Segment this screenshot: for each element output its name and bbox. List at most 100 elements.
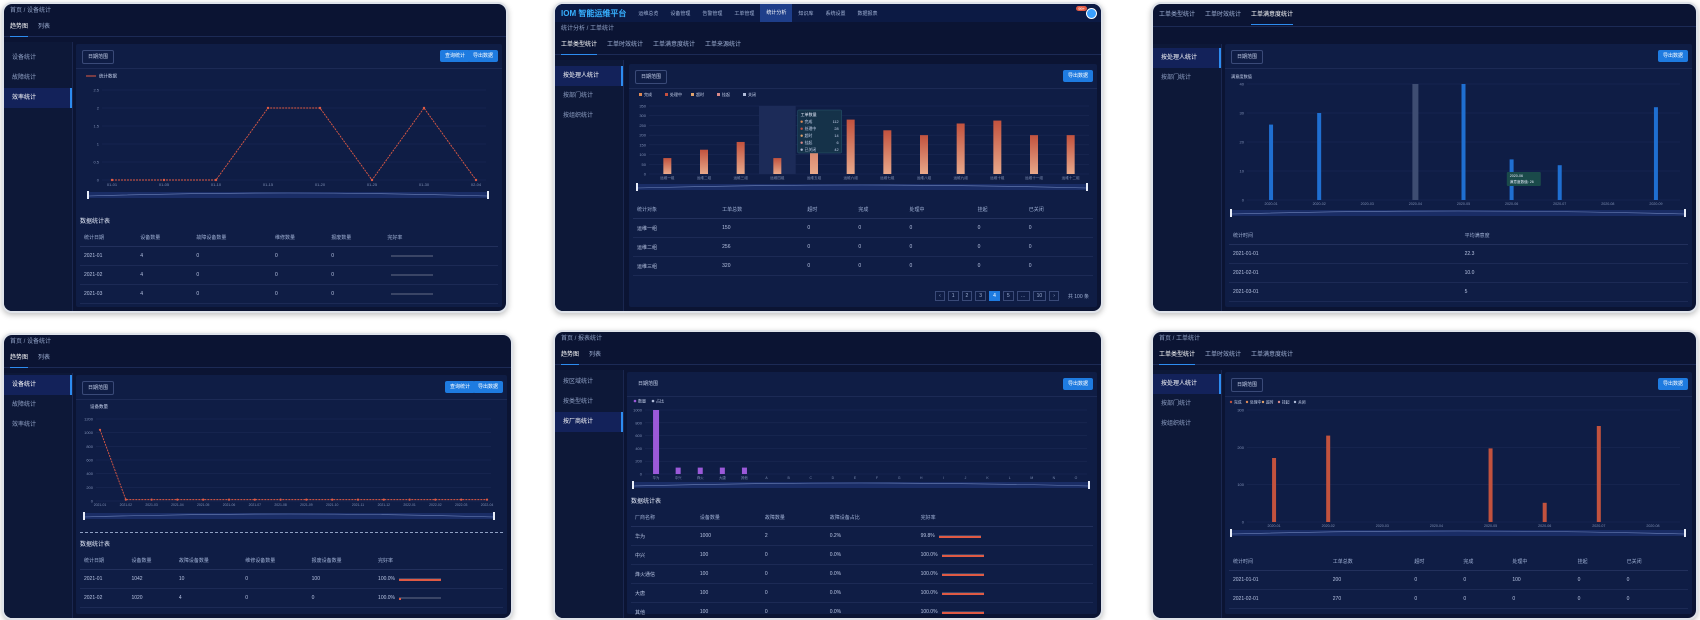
zoom-handle-left[interactable] <box>1230 529 1232 537</box>
column-header[interactable]: 完成 <box>1459 552 1509 571</box>
bar[interactable] <box>1269 124 1274 200</box>
legend-label[interactable]: 超时 <box>696 91 704 97</box>
legend-label[interactable]: 数量 <box>638 398 646 404</box>
data-point[interactable] <box>176 498 179 501</box>
sidebar-item-type[interactable]: 按类型统计 <box>563 399 594 405</box>
tab-1[interactable]: 工单时效统计 <box>1205 352 1242 358</box>
bar[interactable] <box>1596 426 1601 522</box>
nav-item-0[interactable]: 运维总览 <box>638 10 659 17</box>
bar[interactable] <box>719 467 725 474</box>
bar[interactable] <box>1488 448 1493 522</box>
nav-item-2[interactable]: 告警管理 <box>702 10 723 17</box>
nav-item-1[interactable]: 设备管理 <box>670 10 691 17</box>
bar[interactable] <box>993 120 1002 174</box>
legend-label[interactable]: 关闭 <box>1298 400 1306 405</box>
bar[interactable] <box>1557 165 1562 200</box>
page-button[interactable]: 3 <box>975 291 987 301</box>
sidebar-item-handler[interactable]: 按处理人统计 <box>555 66 623 86</box>
legend-label[interactable]: 挂起 <box>1282 400 1290 405</box>
table-row[interactable]: 中兴 100 0 0.0% 100.0% <box>631 545 1093 565</box>
data-point[interactable] <box>266 106 270 110</box>
page-button[interactable]: 1 <box>947 291 959 301</box>
sidebar-item-efficiency[interactable]: 效率统计 <box>4 88 72 108</box>
bar[interactable] <box>956 123 965 174</box>
tab-list[interactable]: 列表 <box>589 352 602 358</box>
column-header[interactable]: 故障设备占比 <box>825 508 917 527</box>
column-header[interactable]: 工单总数 <box>1328 552 1411 571</box>
bar[interactable] <box>1030 135 1038 174</box>
legend-label[interactable]: 处理中 <box>1250 400 1262 405</box>
zoom-handle-left[interactable] <box>1230 209 1232 217</box>
sidebar-item-handler[interactable]: 按处理人统计 <box>1153 374 1221 394</box>
tab-0[interactable]: 工单类型统计 <box>1159 346 1196 365</box>
column-header[interactable]: 已关闭 <box>1024 200 1093 219</box>
bar[interactable] <box>1461 84 1466 200</box>
export-button[interactable]: 导出数据 <box>1657 50 1688 62</box>
table-row[interactable]: 2021-03 4 0 0 0 <box>80 284 498 304</box>
data-point[interactable] <box>408 498 411 501</box>
page-button[interactable]: 5 <box>1002 291 1014 301</box>
table-row[interactable]: 2021-02-01 270 0 0 0 0 0 <box>1229 589 1688 609</box>
bar[interactable] <box>653 410 660 474</box>
nav-item-7[interactable]: 数据报表 <box>857 10 878 17</box>
tab-0[interactable]: 工单类型统计 <box>561 36 598 55</box>
export-button[interactable]: 导出数据 <box>472 381 503 393</box>
table-row[interactable]: 华为 1000 2 0.2% 99.8% <box>631 526 1093 546</box>
data-point[interactable] <box>370 178 374 182</box>
table-row[interactable]: 2021-02-01 10.0 <box>1229 263 1688 283</box>
data-point[interactable] <box>110 178 114 182</box>
data-point[interactable] <box>331 498 334 501</box>
legend-label[interactable]: 完成 <box>1234 400 1242 405</box>
column-header[interactable]: 完好率 <box>374 551 503 570</box>
data-point[interactable] <box>356 498 360 501</box>
legend-label[interactable]: 超时 <box>1266 400 1274 405</box>
data-point[interactable] <box>434 498 437 501</box>
sidebar-item-department[interactable]: 按部门统计 <box>1161 401 1192 407</box>
bar[interactable] <box>697 467 703 474</box>
bar[interactable] <box>1542 502 1547 522</box>
column-header[interactable]: 工单总数 <box>718 200 804 219</box>
sidebar-item-organization[interactable]: 按组织统计 <box>563 113 594 119</box>
legend-label[interactable]: 占比 <box>656 398 664 404</box>
data-point[interactable] <box>318 106 322 110</box>
bar[interactable] <box>1066 135 1075 174</box>
legend-label[interactable]: 设备数量 <box>90 403 108 410</box>
sidebar-item-fault[interactable]: 故障统计 <box>12 75 37 81</box>
data-point[interactable] <box>202 498 205 501</box>
table-row[interactable]: 其他 100 0 0.0% 100.0% <box>631 602 1093 618</box>
zoom-handle-right[interactable] <box>1684 529 1686 537</box>
column-header[interactable]: 挂起 <box>1573 552 1623 571</box>
data-point[interactable] <box>162 178 166 182</box>
data-point[interactable] <box>279 498 282 501</box>
tab-2[interactable]: 工单满意度统计 <box>1251 352 1294 358</box>
sidebar-item-efficiency[interactable]: 效率统计 <box>12 422 37 428</box>
data-point[interactable] <box>460 498 463 501</box>
column-header[interactable]: 维修数量 <box>271 228 328 247</box>
zoom-slider[interactable] <box>1231 530 1685 536</box>
legend-label[interactable]: 处理中 <box>670 91 682 97</box>
data-point[interactable] <box>253 498 256 501</box>
sidebar-item-region[interactable]: 按区域统计 <box>563 379 594 385</box>
zoom-slider[interactable] <box>633 482 1089 488</box>
nav-item-4[interactable]: 统计分析 <box>760 4 793 22</box>
zoom-handle-right[interactable] <box>1088 481 1090 489</box>
tab-trend[interactable]: 趋势图 <box>10 18 29 37</box>
zoom-handle-right[interactable] <box>1684 209 1686 217</box>
legend-label[interactable]: 挂起 <box>722 91 730 97</box>
column-header[interactable]: 厂商名称 <box>631 508 696 527</box>
column-header[interactable]: 统计日期 <box>80 551 128 570</box>
column-header[interactable]: 统计日期 <box>80 228 137 247</box>
data-point[interactable] <box>305 498 308 501</box>
zoom-handle-right[interactable] <box>487 191 489 199</box>
legend-label[interactable]: 关闭 <box>748 91 756 97</box>
table-row[interactable]: 大唐 100 0 0.0% 100.0% <box>631 583 1093 603</box>
table-row[interactable]: 2021-03-01 5 <box>1229 282 1688 302</box>
date-range-chip[interactable]: 日期范围 <box>635 70 668 84</box>
tab-2[interactable]: 工单满意度统计 <box>653 42 696 48</box>
column-header[interactable]: 设备数量 <box>136 228 193 247</box>
column-header[interactable]: 挂起 <box>973 200 1025 219</box>
data-point[interactable] <box>474 178 478 182</box>
export-button[interactable]: 导出数据 <box>1657 378 1688 390</box>
bar[interactable] <box>773 158 782 174</box>
bar[interactable] <box>1653 107 1658 200</box>
